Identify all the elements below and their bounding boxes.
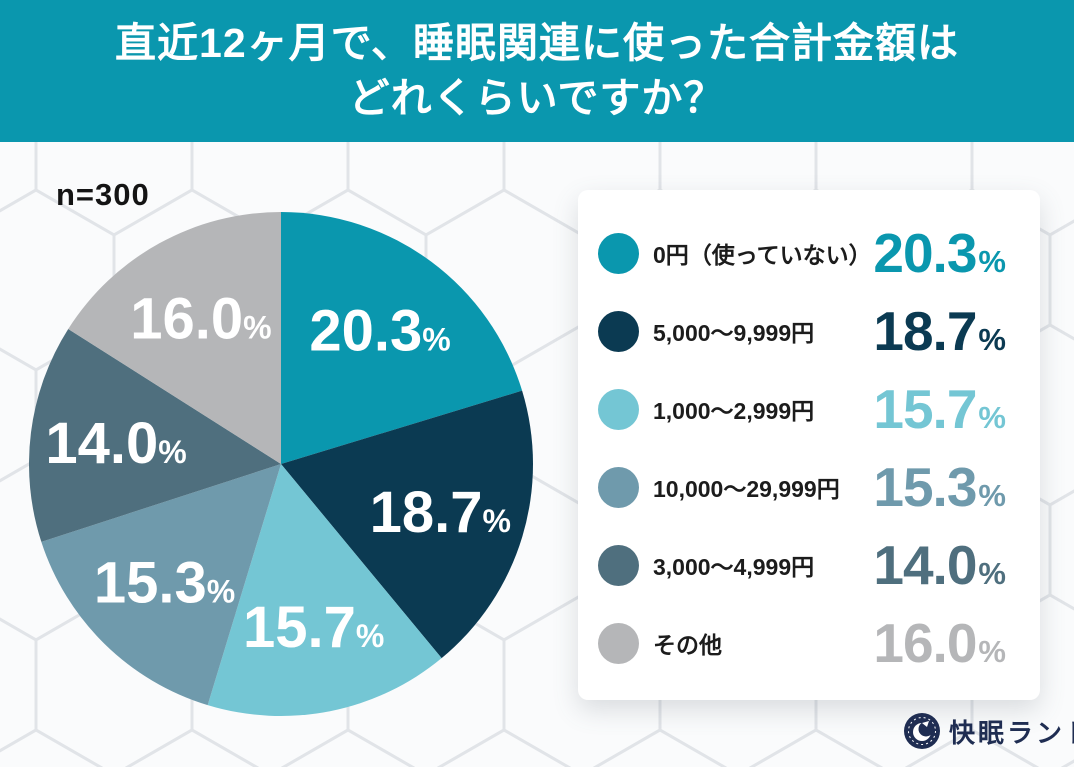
legend-row: 5,000〜9,999円 18.7% [598, 298, 1006, 364]
page-title-line2: どれくらいですか？ [348, 75, 726, 121]
pie-slice-label: 15.7% [243, 595, 384, 660]
pie-slice-label: 18.7% [370, 480, 511, 545]
legend-card: 0円（使っていない） 20.3% 5,000〜9,999円 18.7% 1,00… [578, 190, 1040, 700]
legend-percentage: 15.3% [873, 456, 1006, 518]
page-title-line1: 直近12ヶ月で、睡眠関連に使った合計金額は [115, 19, 959, 66]
legend-percentage: 14.0% [873, 534, 1006, 596]
legend-swatch-icon [598, 310, 639, 352]
legend-label: 5,000〜9,999円 [653, 320, 815, 346]
pie-chart: 20.3% 18.7% 15.7% 15.3% 14.0% 16.0% [28, 212, 533, 716]
legend-percentage: 16.0% [873, 612, 1006, 674]
legend-label: 3,000〜4,999円 [653, 554, 815, 580]
title-banner: 直近12ヶ月で、睡眠関連に使った合計金額は どれくらいですか？ [0, 0, 1074, 142]
pie-slice-label: 16.0% [130, 286, 271, 351]
legend-label: その他 [653, 632, 722, 658]
legend-swatch-icon [598, 466, 639, 508]
pie-slice-label: 15.3% [94, 551, 235, 616]
sample-size-label: n=300 [56, 177, 150, 212]
legend-row: 10,000〜29,999円 15.3% [598, 454, 1006, 520]
pie-slice [41, 464, 281, 706]
pie-slice [68, 212, 281, 464]
legend-percentage: 18.7% [873, 300, 1006, 362]
legend-swatch-icon [598, 544, 639, 586]
legend-percentage: 20.3% [873, 222, 1006, 284]
brand-logo-text: 快眠ランド [949, 717, 1074, 748]
legend-swatch-icon [598, 232, 639, 274]
legend-row: その他 16.0% [598, 610, 1006, 676]
pie-slice [281, 390, 533, 659]
brand-logo: 快眠ランド [903, 712, 1074, 750]
pie-slice-label: 20.3% [309, 298, 450, 363]
pie-slice [207, 464, 442, 716]
kaimin-land-logo-icon [904, 713, 940, 749]
legend-label: 1,000〜2,999円 [653, 398, 815, 424]
legend-row: 0円（使っていない） 20.3% [598, 220, 1006, 286]
legend-label: 10,000〜29,999円 [653, 476, 840, 502]
pie-slice [28, 328, 281, 542]
legend-row: 1,000〜2,999円 15.7% [598, 376, 1006, 442]
legend-label: 0円（使っていない） [653, 242, 872, 268]
pie-slice-label: 14.0% [45, 411, 186, 476]
legend-percentage: 15.7% [873, 378, 1006, 440]
pie-slice [281, 212, 523, 464]
legend-swatch-icon [598, 622, 639, 664]
legend-swatch-icon [598, 388, 639, 430]
legend-row: 3,000〜4,999円 14.0% [598, 532, 1006, 598]
